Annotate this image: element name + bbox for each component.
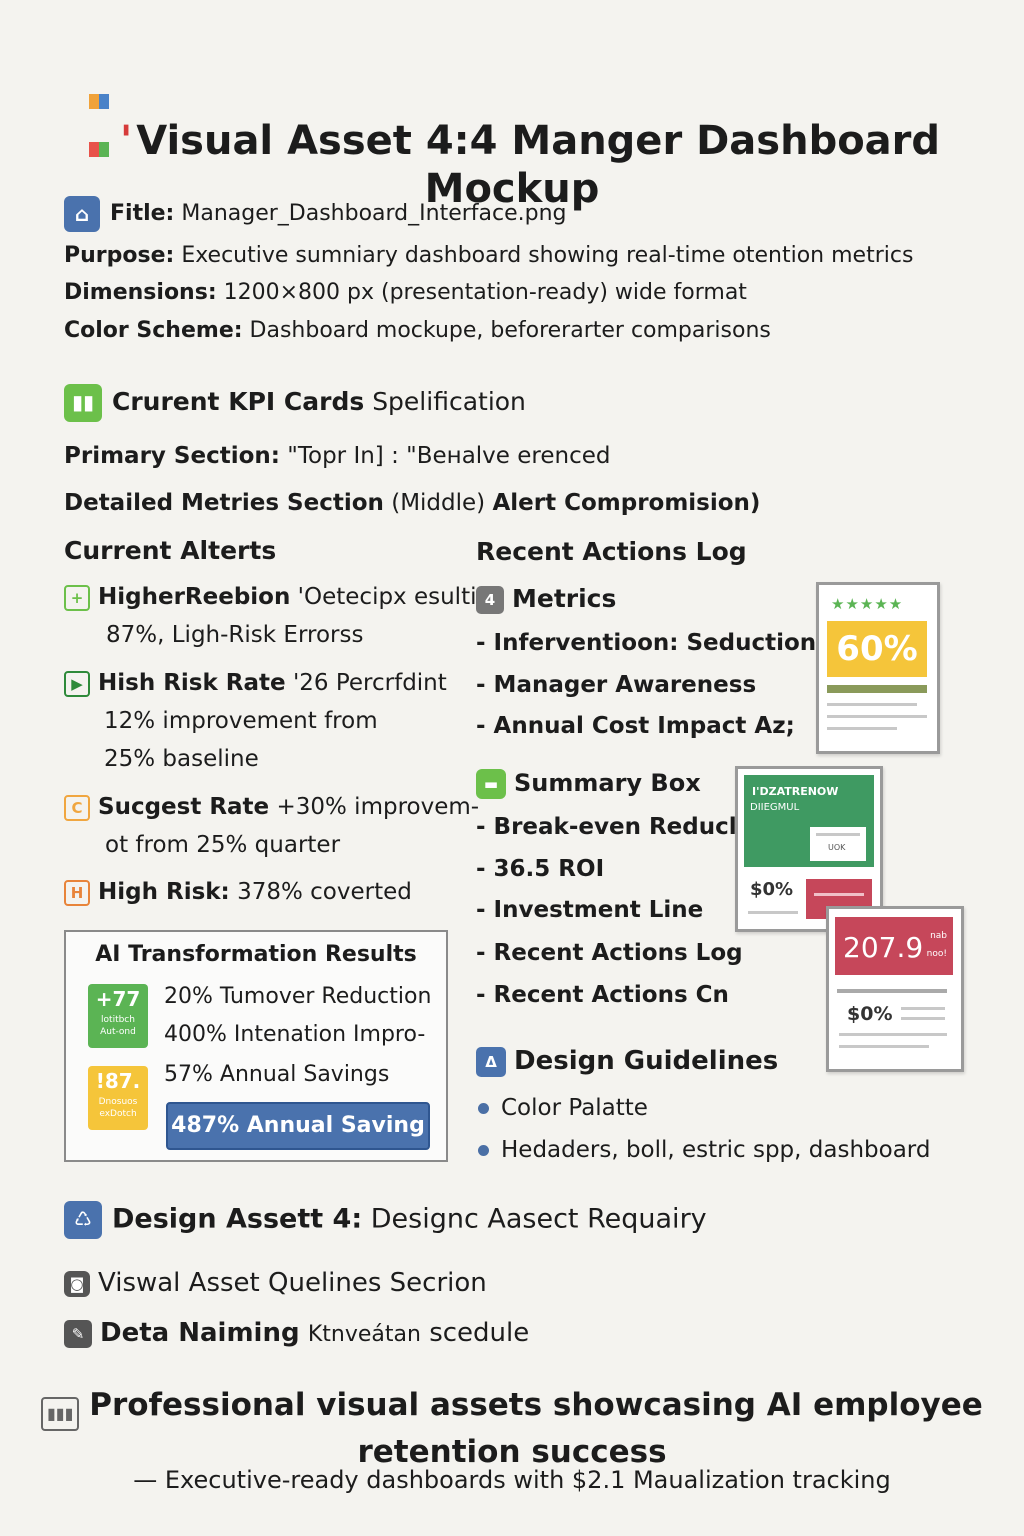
color-scheme-row: Color Scheme: Dashboard mockupe, beforer… [64,318,771,343]
alert-item: + HigherReebion 'Oetecipx esulti 87%, Lig… [64,578,476,654]
footer-title: ▮▮▮ Professional visual assets showcasing… [0,1384,1024,1473]
bar-chart-icon: ▮▮▮ [41,1397,80,1431]
summary-item: - Recent Actions Cn [476,982,729,1008]
summary-item: - Break-even Reducl [476,814,737,840]
card-money: $0% [847,1003,893,1025]
grid-app-icon [84,72,114,157]
data-naming-row: ✎ Deta Naiming Ktnveátan scedule [64,1316,529,1352]
ai-results-panel: AI Transformation Results +77 lotitbch A… [64,930,448,1162]
bar-chart-icon: ▮▮ [64,384,102,422]
purpose-row: Purpose: Executive sumniary dashboard sh… [64,243,914,268]
metrics-item: - Inferventioon: Seduction [476,630,817,656]
recycle-icon: ♺ [64,1201,102,1239]
design-item: Hedaders, boll, estric spp, dashboard [478,1131,930,1169]
play-icon: ▶ [64,670,90,697]
growth-badge: +77 lotitbch Aut-ond [88,984,148,1048]
metrics-item: - Manager Awareness [476,672,757,698]
folder-icon: ⌂ [64,196,100,232]
design-heading: Δ Design Guidelines [476,1042,778,1080]
quote-mark-icon: ' [119,118,133,164]
c-letter-icon: C [64,794,90,821]
dimensions-row: Dimensions: 1200×800 px (presentation-re… [64,280,747,305]
annual-saving-button[interactable]: 487% Annual Saving [166,1102,430,1150]
kpi-heading: ▮▮ Crurent KPI Cards Spelification [64,384,526,422]
summary-item: - 36.5 ROI [476,856,605,882]
alert-item: C Sucgest Rate +30% improvem- ot from 25%… [64,788,479,864]
card-line [827,715,927,718]
page-title: ' Visual Asset 4:4 Manger Dashboard Mocku… [0,72,1024,213]
alerts-heading: Current Alterts [64,536,277,565]
summary-item: - Investment Line [476,897,704,923]
ai-results-title: AI Transformation Results [95,942,417,967]
alert-item: H High Risk: 378% coverted [64,873,412,911]
number-four-icon: 4 [476,586,504,614]
result-row: 20% Tumover Reduction [164,984,432,1009]
kpi-value: 60% [827,621,927,677]
actions-heading: Recent Actions Log [476,537,747,566]
result-row: 57% Annual Savings [164,1062,390,1087]
result-row: 400% Intenation Impro- [164,1022,426,1047]
kpi-card-preview: ★★★★★ 60% [816,582,940,754]
alert-item: ▶ Hish Risk Rate '26 Percrfdint 12% impro… [64,664,447,778]
card-line [827,703,917,706]
metrics-heading: 4 Metrics [476,580,616,618]
edit-icon: ✎ [64,1319,92,1348]
summary-box-icon: ▬ [476,769,506,799]
card-header: I'DZATRENOW DIIEGMUL UOK [744,775,874,867]
h-letter-icon: H [64,879,90,906]
design-asset-row: ♺ Design Assett 4: Designc Aasect Requair… [64,1201,707,1239]
red-card-preview: 207.9 nab noo! $0% [826,906,964,1072]
summary-item: - Recent Actions Log [476,940,743,966]
card-header: 207.9 nab noo! [835,917,953,975]
file-row: ⌂ Fitle: Manager_Dashboard_Interface.png [64,196,567,232]
metrics-item: - Annual Cost Impact Az; [476,713,795,739]
footer-subtitle: — Executive-ready dashboards with $2.1 M… [133,1466,891,1494]
card-value: $0% [750,879,794,900]
bullet-icon [478,1103,489,1114]
plus-icon: + [64,584,90,611]
card-line [827,727,897,730]
visual-guidelines-row: ◙ Viswal Asset Quelines Secrion [64,1266,487,1300]
star-rating-icon: ★★★★★ [831,595,904,613]
triangle-warning-icon: Δ [476,1046,506,1077]
design-item: Color Palatte [478,1089,648,1127]
savings-badge: !87. Dnosuos exDotch [88,1066,148,1130]
bullet-icon [478,1145,489,1156]
summary-heading: ▬ Summary Box [476,764,701,802]
camera-icon: ◙ [64,1270,90,1297]
primary-section-row: Primary Section: "Topr In] : "Beнalve er… [64,443,611,469]
detailed-section-row: Detailed Metries Section (Middle) Alert … [64,490,761,516]
card-bar [827,685,927,693]
